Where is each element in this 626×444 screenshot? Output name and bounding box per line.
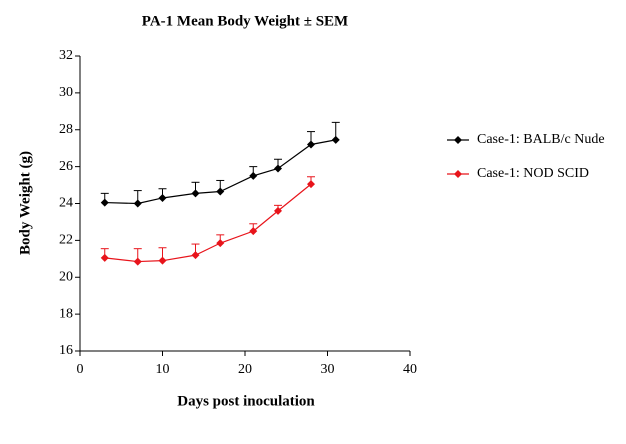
- y-tick-label: 24: [59, 196, 73, 211]
- marker: [158, 193, 167, 202]
- y-tick-label: 28: [59, 122, 73, 137]
- y-tick-label: 22: [59, 233, 73, 248]
- x-tick-label: 20: [238, 362, 252, 377]
- marker: [249, 171, 258, 180]
- x-tick-label: 0: [77, 362, 84, 377]
- marker: [331, 135, 340, 144]
- y-axis-label: Body Weight (g): [17, 151, 33, 255]
- marker: [100, 253, 109, 262]
- marker: [274, 164, 282, 173]
- y-tick-label: 16: [59, 343, 73, 358]
- marker: [307, 140, 315, 149]
- marker: [307, 180, 315, 189]
- chart-title: PA-1 Mean Body Weight ± SEM: [142, 13, 348, 29]
- x-tick-label: 40: [403, 362, 417, 377]
- legend-marker: [454, 170, 462, 178]
- marker: [100, 198, 109, 207]
- marker: [191, 189, 200, 198]
- marker: [133, 257, 142, 266]
- marker: [158, 256, 167, 265]
- y-tick-label: 32: [59, 48, 73, 63]
- legend-marker: [454, 136, 462, 144]
- y-tick-label: 20: [59, 269, 73, 284]
- marker: [133, 199, 142, 208]
- marker: [249, 227, 258, 236]
- marker: [191, 251, 200, 260]
- legend-label: Case-1: NOD SCID: [477, 166, 589, 181]
- y-tick-label: 30: [59, 85, 73, 100]
- legend-label: Case-1: BALB/c Nude: [477, 132, 605, 147]
- x-axis-label: Days post inoculation: [177, 393, 315, 409]
- marker: [274, 206, 282, 215]
- marker: [216, 239, 225, 248]
- y-tick-label: 18: [59, 306, 73, 321]
- x-tick-label: 10: [156, 362, 170, 377]
- y-tick-label: 26: [59, 159, 73, 174]
- marker: [216, 187, 225, 196]
- series-line: [104, 183, 312, 263]
- x-tick-label: 30: [321, 362, 335, 377]
